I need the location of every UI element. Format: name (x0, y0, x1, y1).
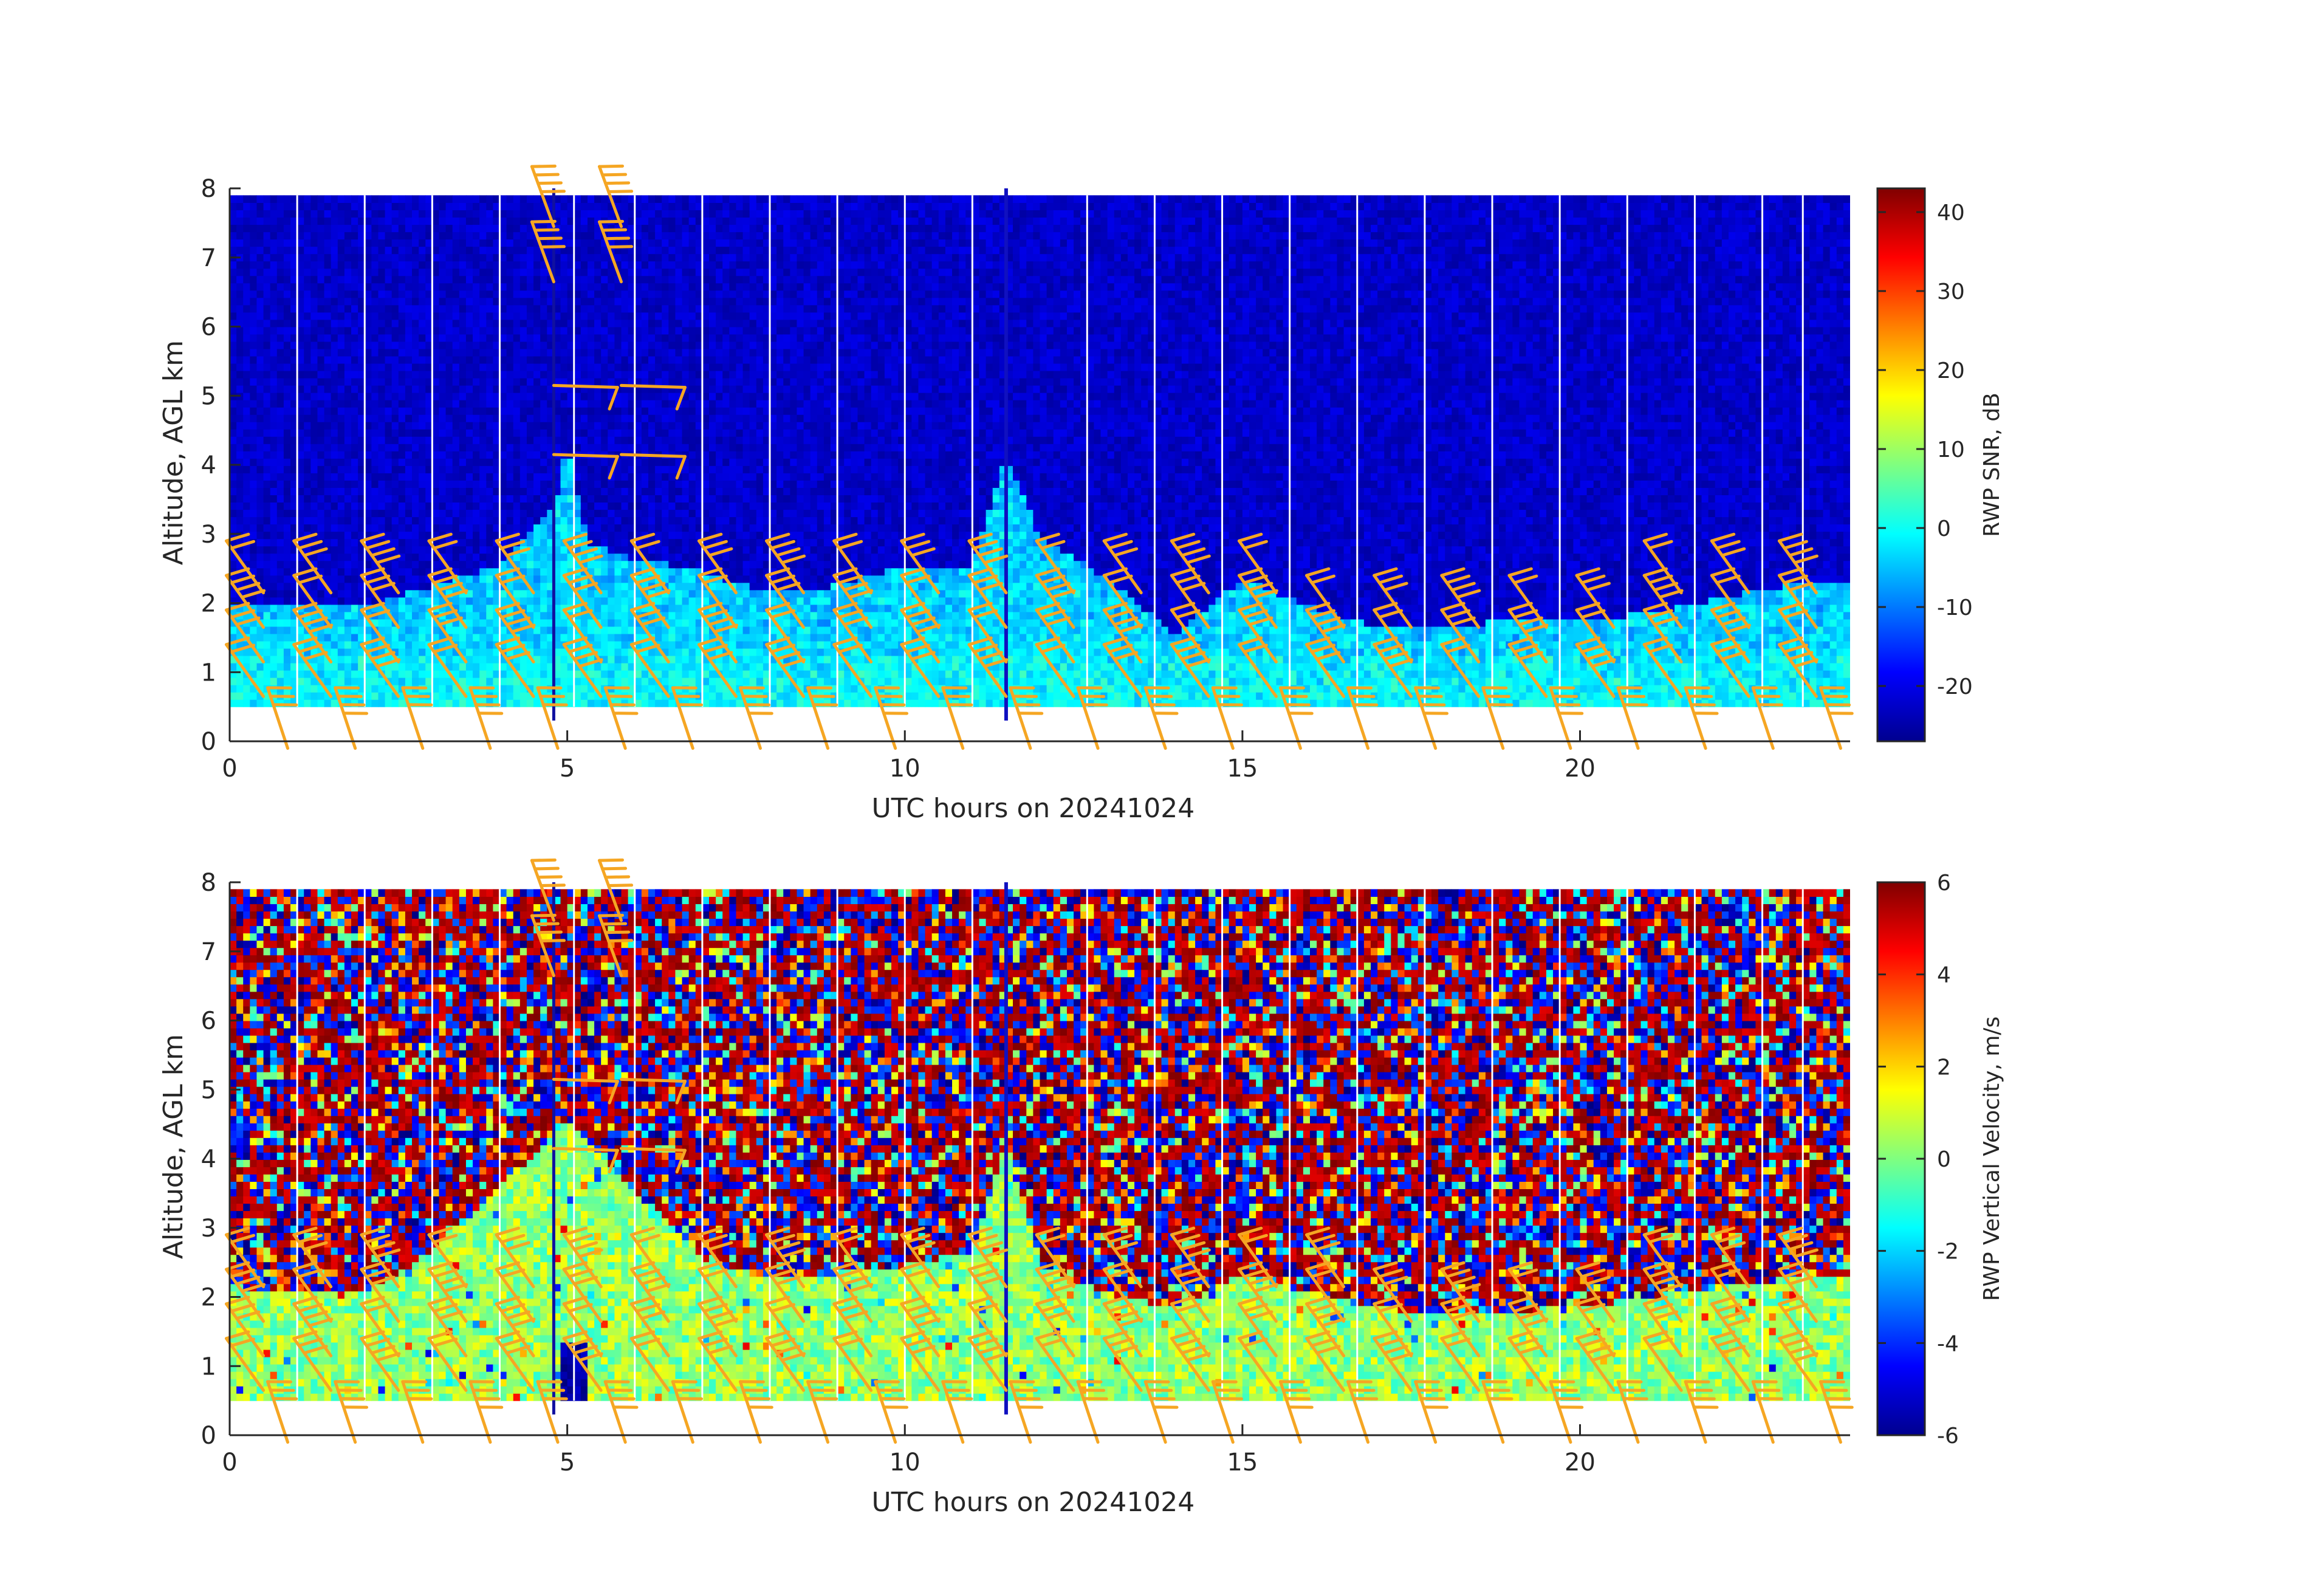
colorbar-tick-label: 0 (1937, 516, 1951, 541)
colorbar-tick-label: -4 (1937, 1331, 1959, 1356)
x-tick-label: 5 (560, 755, 575, 783)
velocity-colorbar: -6 -4 -2 0 2 4 6 (1877, 871, 1959, 1449)
y-tick-label: 7 (201, 244, 216, 272)
y-tick-label: 0 (201, 728, 216, 756)
y-tick-label: 8 (201, 175, 216, 203)
colorbar-tick-label: -10 (1937, 595, 1973, 620)
colorbar-tick-label: 30 (1937, 280, 1965, 304)
y-tick-label: 1 (201, 1353, 216, 1381)
x-tick-label: 10 (889, 755, 920, 783)
colorbar-tick-label: 20 (1937, 358, 1965, 383)
colorbar-tick-label: -20 (1937, 674, 1973, 699)
colorbar-tick-label: -6 (1937, 1424, 1959, 1449)
y-tick-label: 3 (201, 1215, 216, 1243)
velocity-colorbar-label: RWP Vertical Velocity, m/s (1980, 1017, 2004, 1302)
velocity-y-axis-label: Altitude, AGL km (158, 1034, 189, 1259)
x-tick-label: 15 (1227, 755, 1258, 783)
x-tick-label: 20 (1565, 1449, 1596, 1477)
colorbar-tick-label: 0 (1937, 1147, 1951, 1172)
y-tick-label: 0 (201, 1422, 216, 1450)
x-tick-label: 10 (889, 1449, 920, 1477)
x-tick-label: 15 (1227, 1449, 1258, 1477)
x-tick-label: 0 (222, 1449, 237, 1477)
y-tick-label: 5 (201, 382, 216, 410)
y-tick-label: 3 (201, 521, 216, 549)
y-tick-label: 6 (201, 1007, 216, 1035)
velocity-heatmap (230, 882, 1851, 1435)
colorbar-tick-label: 2 (1937, 1055, 1951, 1080)
snr-colorbar: -20 -10 0 10 20 30 40 (1877, 188, 1973, 741)
y-tick-label: 8 (201, 869, 216, 897)
y-tick-label: 2 (201, 1284, 216, 1312)
snr-x-axis-label: UTC hours on 20241024 (872, 793, 1195, 824)
colorbar-tick-label: 10 (1937, 437, 1965, 462)
y-tick-label: 5 (201, 1076, 216, 1104)
snr-heatmap (230, 188, 1851, 741)
y-tick-label: 4 (201, 1145, 216, 1173)
y-tick-label: 1 (201, 659, 216, 687)
colorbar-tick-label: -2 (1937, 1240, 1959, 1264)
colorbar-tick-label: 4 (1937, 963, 1951, 988)
x-tick-label: 20 (1565, 755, 1596, 783)
y-tick-label: 2 (201, 590, 216, 618)
y-tick-label: 7 (201, 938, 216, 966)
y-tick-label: 6 (201, 314, 216, 341)
colorbar-tick-label: 40 (1937, 201, 1965, 225)
velocity-x-axis-label: UTC hours on 20241024 (872, 1487, 1195, 1518)
snr-colorbar-label: RWP SNR, dB (1980, 393, 2004, 537)
snr-y-axis-label: Altitude, AGL km (158, 340, 189, 565)
y-tick-label: 4 (201, 451, 216, 479)
colorbar-tick-label: 6 (1937, 871, 1951, 896)
x-tick-label: 0 (222, 755, 237, 783)
x-tick-label: 5 (560, 1449, 575, 1477)
